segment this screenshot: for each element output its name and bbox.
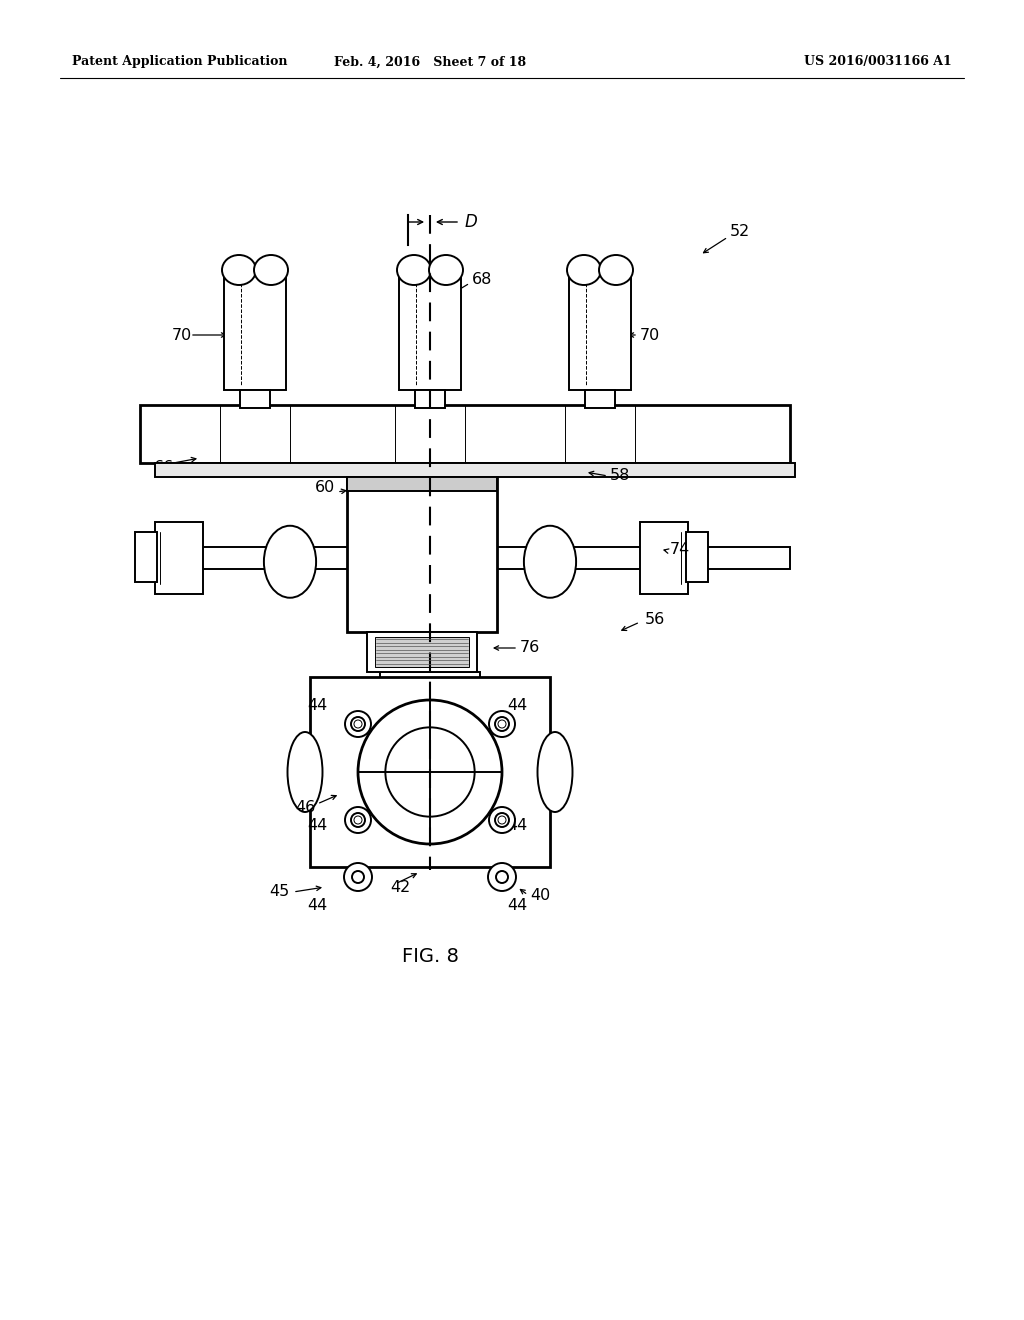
- Circle shape: [498, 719, 506, 729]
- Text: D: D: [465, 213, 478, 231]
- Text: Patent Application Publication: Patent Application Publication: [72, 55, 288, 69]
- Circle shape: [352, 871, 364, 883]
- Ellipse shape: [222, 255, 256, 285]
- Bar: [585, 389, 615, 408]
- Text: 56: 56: [645, 612, 666, 627]
- Text: 70: 70: [172, 327, 193, 342]
- Bar: [165, 546, 790, 569]
- Text: 52: 52: [730, 224, 751, 239]
- Text: 44: 44: [507, 817, 527, 833]
- Bar: [415, 389, 445, 408]
- Bar: [367, 632, 477, 672]
- Ellipse shape: [524, 525, 577, 598]
- Ellipse shape: [538, 733, 572, 812]
- Text: 44: 44: [308, 817, 328, 833]
- Bar: [135, 532, 157, 582]
- Circle shape: [345, 711, 371, 737]
- Circle shape: [354, 816, 362, 824]
- Text: US 2016/0031166 A1: US 2016/0031166 A1: [804, 55, 952, 69]
- Text: 58: 58: [610, 467, 631, 483]
- Ellipse shape: [254, 255, 288, 285]
- Text: 68: 68: [472, 272, 493, 288]
- Bar: [569, 271, 631, 389]
- Bar: [140, 405, 790, 463]
- Bar: [640, 521, 688, 594]
- Bar: [310, 677, 550, 867]
- Circle shape: [495, 813, 509, 828]
- Ellipse shape: [567, 255, 601, 285]
- Bar: [686, 532, 708, 582]
- Text: 44: 44: [507, 898, 527, 912]
- Text: 66: 66: [154, 461, 174, 475]
- Circle shape: [351, 717, 365, 731]
- Bar: [155, 463, 795, 477]
- Circle shape: [344, 863, 372, 891]
- Circle shape: [489, 711, 515, 737]
- Bar: [347, 477, 497, 491]
- Circle shape: [488, 863, 516, 891]
- Bar: [224, 271, 286, 389]
- Text: 40: 40: [530, 887, 550, 903]
- Text: 46: 46: [295, 800, 315, 814]
- Text: 42: 42: [390, 879, 411, 895]
- Circle shape: [495, 717, 509, 731]
- Bar: [347, 477, 497, 632]
- Ellipse shape: [264, 525, 316, 598]
- Text: 70: 70: [640, 327, 660, 342]
- Ellipse shape: [288, 733, 323, 812]
- Circle shape: [345, 807, 371, 833]
- Circle shape: [358, 700, 502, 843]
- Text: Feb. 4, 2016   Sheet 7 of 18: Feb. 4, 2016 Sheet 7 of 18: [334, 55, 526, 69]
- Bar: [399, 271, 461, 389]
- Circle shape: [351, 813, 365, 828]
- Text: 44: 44: [308, 698, 328, 714]
- Text: 45: 45: [269, 884, 290, 899]
- Ellipse shape: [599, 255, 633, 285]
- Text: 74: 74: [670, 543, 690, 557]
- Bar: [155, 521, 203, 594]
- Bar: [240, 389, 270, 408]
- Circle shape: [489, 807, 515, 833]
- Text: 44: 44: [507, 698, 527, 714]
- Text: 76: 76: [520, 640, 541, 656]
- Bar: [380, 672, 480, 722]
- Text: FIG. 8: FIG. 8: [401, 948, 459, 966]
- Text: 44: 44: [308, 898, 328, 912]
- Circle shape: [354, 719, 362, 729]
- Text: 60: 60: [314, 480, 335, 495]
- Ellipse shape: [429, 255, 463, 285]
- Circle shape: [385, 727, 475, 817]
- Bar: [375, 638, 469, 667]
- Circle shape: [496, 871, 508, 883]
- Circle shape: [498, 816, 506, 824]
- Ellipse shape: [397, 255, 431, 285]
